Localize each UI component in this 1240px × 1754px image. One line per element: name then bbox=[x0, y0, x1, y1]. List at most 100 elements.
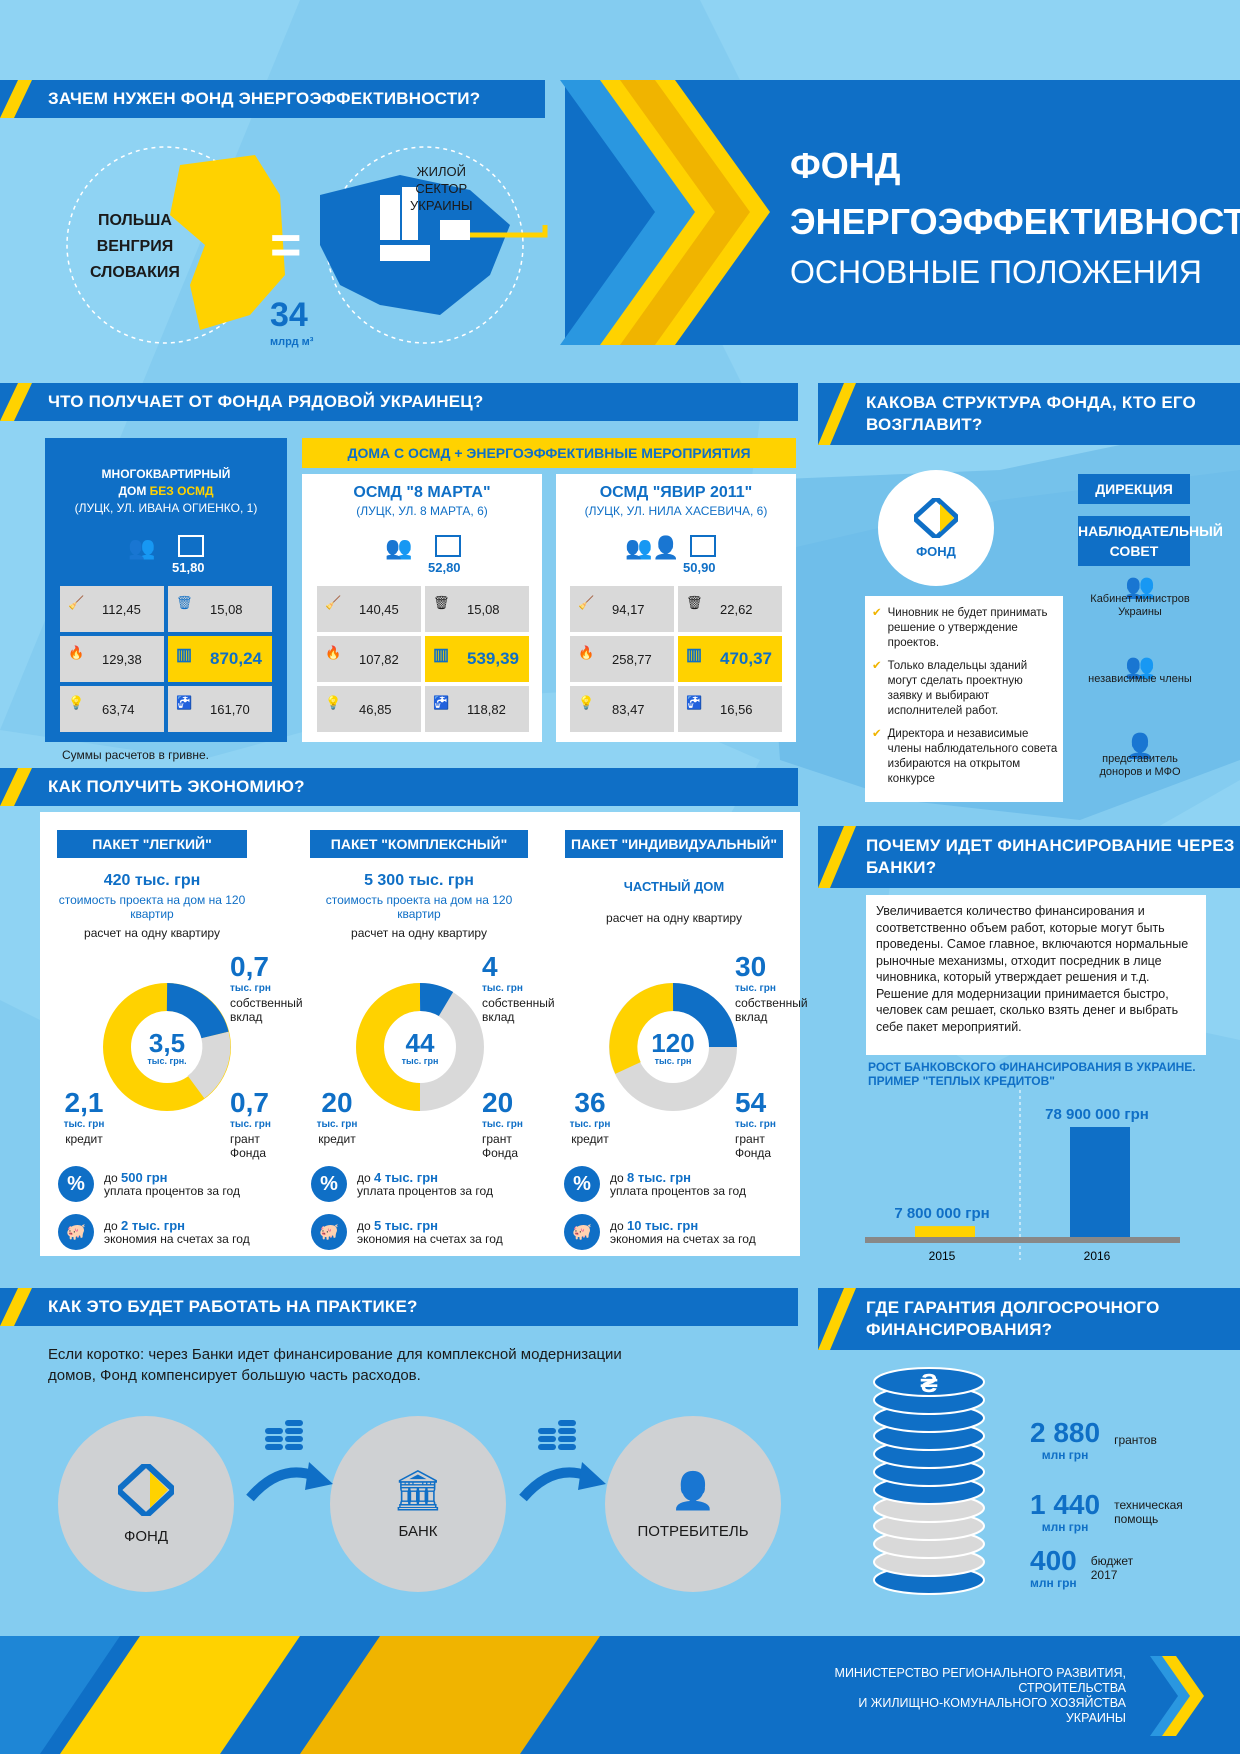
package1-own: 0,7 тыс. грн собственный вклад bbox=[230, 951, 303, 1025]
gas-cell: 🔥 258,77 bbox=[570, 636, 674, 682]
banks-text: Увеличивается количество финансирования … bbox=[866, 895, 1206, 1055]
package2-saving: 🐖 до 5 тыс. грн экономия на счетах за год bbox=[311, 1214, 503, 1250]
card2-area: 52,80 bbox=[428, 560, 461, 575]
electricity-cell: 💡 46,85 bbox=[317, 686, 421, 732]
member-independent: 👥 независимые члены bbox=[1085, 653, 1195, 686]
package2-cost-block: 5 300 тыс. грн стоимость проекта на дом … bbox=[325, 872, 513, 940]
piggy-bank-icon: 🐖 bbox=[311, 1214, 347, 1250]
section7-header: ГДЕ ГАРАНТИЯ ДОЛГОСРОЧНОГО ФИНАНСИРОВАНИ… bbox=[818, 1288, 1240, 1350]
package3-grant: 54 тыс. грн грант Фонда bbox=[735, 1087, 776, 1161]
fund-logo-icon bbox=[118, 1463, 174, 1516]
card2-grid: 🧹 140,45 🗑 15,08 🔥 107,82 ▥ 539,39 💡 46,85 🚰 1… bbox=[317, 586, 529, 732]
section5-header: ПОЧЕМУ ИДЕТ ФИНАНСИРОВАНИЕ ЧЕРЕЗ БАНКИ? bbox=[818, 826, 1240, 888]
section3-title: КАКОВА СТРУКТУРА ФОНДА, КТО ЕГО ВОЗГЛАВИ… bbox=[866, 393, 1196, 434]
package1-label: ПАКЕТ "ЛЕГКИЙ" bbox=[57, 830, 247, 858]
title-line1: ФОНД bbox=[790, 145, 901, 186]
equals-sign: = bbox=[270, 215, 302, 275]
package2-own: 4 тыс. грн собственный вклад bbox=[482, 951, 555, 1025]
package1-saving: 🐖 до 2 тыс. грн экономия на счетах за год bbox=[58, 1214, 250, 1250]
node-bank: 🏛 БАНК bbox=[330, 1416, 506, 1592]
package3-cost-block: ЧАСТНЫЙ ДОМ расчет на одну квартиру bbox=[606, 879, 742, 925]
person-icon: 👤 bbox=[670, 1469, 716, 1511]
water-cell: 🚰 161,70 bbox=[168, 686, 272, 732]
broom-icon: 🧹 bbox=[68, 595, 85, 610]
fund-logo-circle: ФОНД bbox=[878, 470, 994, 586]
s1-illustration bbox=[66, 146, 548, 344]
bank-funding-chart: 7 800 000 грн 78 900 000 грн 2015 2016 bbox=[865, 1090, 1180, 1263]
donut-package2 bbox=[356, 983, 484, 1111]
bulb-icon: 💡 bbox=[68, 695, 85, 710]
percent-icon: % bbox=[564, 1166, 600, 1202]
percent-icon: % bbox=[58, 1166, 94, 1202]
section4-title: КАК ПОЛУЧИТЬ ЭКОНОМИЮ? bbox=[48, 777, 305, 796]
water-cell: 🚰 16,56 bbox=[678, 686, 782, 732]
package1-total: 3,5 тыс. грн. bbox=[147, 1028, 187, 1066]
people-icon: 👥 bbox=[1125, 653, 1155, 680]
packages-panel bbox=[40, 812, 800, 1256]
node-consumer: 👤 ПОТРЕБИТЕЛЬ bbox=[605, 1416, 781, 1592]
radiator-icon: ▥ bbox=[433, 645, 450, 664]
gas-cell: 🔥 129,38 bbox=[60, 636, 164, 682]
council-box: НАБЛЮДАТЕЛЬНЫЙ СОВЕТ bbox=[1078, 516, 1223, 566]
package2-credit: 20 тыс. грн кредит bbox=[316, 1087, 358, 1147]
section4-header: КАК ПОЛУЧИТЬ ЭКОНОМИЮ? bbox=[0, 768, 798, 806]
piggy-bank-icon: 🐖 bbox=[564, 1214, 600, 1250]
section6-header: КАК ЭТО БУДЕТ РАБОТАТЬ НА ПРАКТИКЕ? bbox=[0, 1288, 798, 1326]
card2-title: ОСМД "8 МАРТА" (ЛУЦК, УЛ. 8 МАРТА, 6) bbox=[353, 484, 491, 518]
bulb-icon: 💡 bbox=[325, 695, 342, 710]
trash-icon: 🗑 bbox=[433, 595, 450, 610]
cleaning-cell: 🧹 112,45 bbox=[60, 586, 164, 632]
card1-title: МНОГОКВАРТИРНЫЙ ДОМ БЕЗ ОСМД (ЛУЦК, УЛ. … bbox=[74, 467, 258, 515]
flame-icon: 🔥 bbox=[325, 645, 342, 660]
package2-total: 44 тыс. грн bbox=[401, 1028, 439, 1066]
section2-header: ЧТО ПОЛУЧАЕТ ОТ ФОНДА РЯДОВОЙ УКРАИНЕЦ? bbox=[0, 383, 798, 421]
person-icon: 👤 bbox=[1125, 733, 1155, 760]
practice-text: Если коротко: через Банки идет финансиро… bbox=[48, 1346, 622, 1384]
s1-countries: ПОЛЬША ВЕНГРИЯ СЛОВАКИЯ bbox=[90, 212, 180, 281]
package3-interest: % до 8 тыс. грн уплата процентов за год bbox=[564, 1166, 746, 1202]
hryvnia-icon: ₴ bbox=[920, 1368, 937, 1398]
floorplan-icon bbox=[178, 535, 204, 557]
donut-charts bbox=[103, 983, 737, 1111]
people-icon: 👥👤 bbox=[625, 535, 680, 560]
package1-credit: 2,1 тыс. грн кредит bbox=[63, 1087, 105, 1147]
piggy-bank-icon: 🐖 bbox=[58, 1214, 94, 1250]
section7-title: ГДЕ ГАРАНТИЯ ДОЛГОСРОЧНОГО ФИНАНСИРОВАНИ… bbox=[866, 1298, 1160, 1339]
check-icon: ✔ bbox=[872, 607, 882, 619]
card1-area: 51,80 bbox=[172, 560, 205, 575]
footer-stripes bbox=[0, 1636, 600, 1754]
checks-panel bbox=[865, 596, 1063, 802]
fund-logo-icon bbox=[914, 497, 958, 538]
card3-title: ОСМД "ЯВИР 2011" (ЛУЦК, УЛ. НИЛА ХАСЕВИЧ… bbox=[584, 484, 768, 518]
section6-title: КАК ЭТО БУДЕТ РАБОТАТЬ НА ПРАКТИКЕ? bbox=[48, 1297, 418, 1316]
percent-icon: % bbox=[311, 1166, 347, 1202]
section2-title: ЧТО ПОЛУЧАЕТ ОТ ФОНДА РЯДОВОЙ УКРАИНЕЦ? bbox=[48, 392, 484, 411]
donut-package3 bbox=[609, 983, 737, 1111]
ministry-name: МИНИСТЕРСТВО РЕГИОНАЛЬНОГО РАЗВИТИЯ, СТРО… bbox=[834, 1666, 1126, 1725]
bar-2016 bbox=[1070, 1127, 1130, 1237]
title-line3: ОСНОВНЫЕ ПОЛОЖЕНИЯ bbox=[790, 254, 1202, 290]
cleaning-cell: 🧹 94,17 bbox=[570, 586, 674, 632]
broom-icon: 🧹 bbox=[325, 595, 342, 610]
title-line2: ЭНЕРГОЭФФЕКТИВНОСТИ. bbox=[790, 201, 1240, 242]
title-chevron bbox=[560, 80, 770, 345]
donut-package1 bbox=[103, 983, 231, 1111]
s1-volume: 34 bbox=[270, 296, 308, 334]
electricity-cell: 💡 83,47 bbox=[570, 686, 674, 732]
floorplan-icon bbox=[690, 535, 716, 557]
trash-cell: 🗑 15,08 bbox=[168, 586, 272, 632]
s1-unit: млрд м³ bbox=[270, 336, 314, 348]
section3-header: КАКОВА СТРУКТУРА ФОНДА, КТО ЕГО ВОЗГЛАВИ… bbox=[818, 383, 1240, 445]
heating-cell: ▥ 870,24 bbox=[168, 636, 272, 682]
bar-category-2016: 2016 bbox=[1084, 1249, 1111, 1263]
radiator-icon: ▥ bbox=[176, 645, 193, 664]
coin-stack: ₴ bbox=[873, 1367, 985, 1595]
check-icon: ✔ bbox=[872, 660, 882, 672]
coins-arrow-1 bbox=[246, 1420, 333, 1502]
faucet-icon: 🚰 bbox=[176, 695, 193, 710]
trash-icon: 🗑 bbox=[686, 595, 703, 610]
card3-area: 50,90 bbox=[683, 560, 716, 575]
card3-grid: 🧹 94,17 🗑 22,62 🔥 258,77 ▥ 470,37 💡 83,47 🚰 16… bbox=[570, 586, 782, 732]
guarantee-grants: 2 880 млн грн грантов bbox=[1030, 1417, 1157, 1463]
direction-box: ДИРЕКЦИЯ bbox=[1078, 474, 1190, 504]
